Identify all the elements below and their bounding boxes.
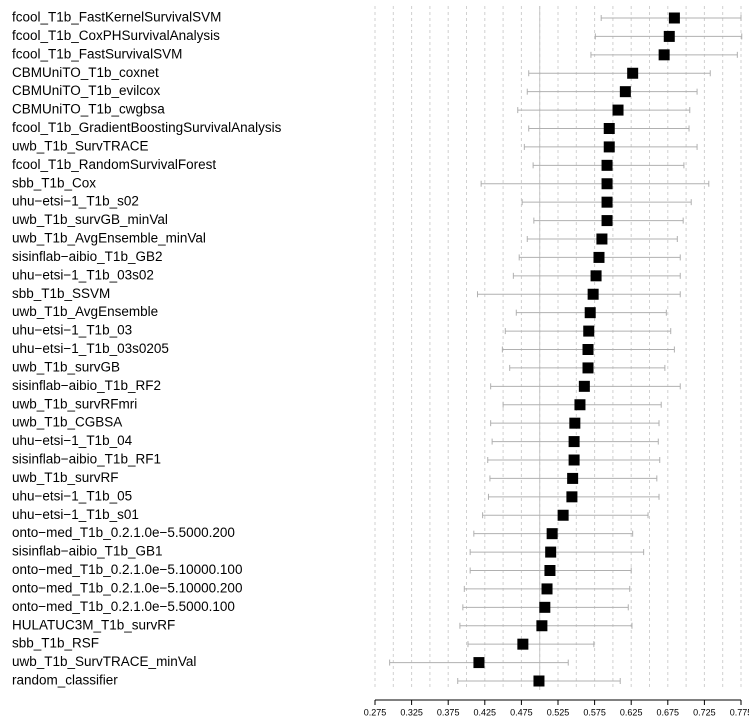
point-estimate bbox=[583, 325, 595, 337]
row-label: uwb_T1b_survGB_minVal bbox=[12, 212, 168, 227]
row-label: sbb_T1b_Cox bbox=[12, 175, 96, 190]
row-label: sbb_T1b_RSF bbox=[12, 636, 99, 651]
point-estimate bbox=[546, 528, 558, 540]
point-estimate bbox=[557, 509, 569, 521]
point-estimate bbox=[658, 49, 670, 61]
row-label: sbb_T1b_SSVM bbox=[12, 286, 110, 301]
row-label: sisinflab−aibio_T1b_GB1 bbox=[12, 544, 162, 559]
x-tick-label: 0.425 bbox=[474, 707, 497, 717]
row-label: fcool_T1b_FastSurvivalSVM bbox=[12, 46, 182, 61]
point-estimate bbox=[601, 215, 613, 227]
point-estimate bbox=[612, 104, 624, 116]
point-estimate bbox=[627, 67, 639, 79]
x-tick-label: 0.325 bbox=[400, 707, 423, 717]
point-estimate bbox=[536, 620, 548, 632]
row-label: uhu−etsi−1_T1b_s01 bbox=[12, 507, 139, 522]
row-label: onto−med_T1b_0.2.1.0e−5.10000.200 bbox=[12, 580, 242, 595]
row-label: random_classifier bbox=[12, 673, 118, 688]
point-estimate bbox=[569, 417, 581, 429]
row-label: fcool_T1b_CoxPHSurvivalAnalysis bbox=[12, 28, 220, 43]
row-label: fcool_T1b_FastKernelSurvivalSVM bbox=[12, 10, 221, 25]
row-label: onto−med_T1b_0.2.1.0e−5.5000.100 bbox=[12, 599, 235, 614]
row-label: sisinflab−aibio_T1b_RF2 bbox=[12, 378, 161, 393]
point-estimate bbox=[590, 270, 602, 282]
row-label: HULATUC3M_T1b_survRF bbox=[12, 617, 175, 632]
row-label: CBMUniTO_T1b_coxnet bbox=[12, 65, 159, 80]
point-estimate bbox=[566, 491, 578, 503]
point-estimate bbox=[619, 86, 631, 98]
row-label: uwb_T1b_CGBSA bbox=[12, 415, 122, 430]
point-estimate bbox=[541, 583, 553, 595]
point-estimate bbox=[663, 30, 675, 42]
point-estimate bbox=[596, 233, 608, 245]
x-tick-label: 0.475 bbox=[510, 707, 533, 717]
row-label: CBMUniTO_T1b_cwgbsa bbox=[12, 102, 165, 117]
point-estimate bbox=[668, 12, 680, 24]
row-label: uwb_T1b_SurvTRACE_minVal bbox=[12, 654, 196, 669]
row-label: sisinflab−aibio_T1b_RF1 bbox=[12, 452, 161, 467]
point-estimate bbox=[517, 638, 529, 650]
row-label: uwb_T1b_AvgEnsemble_minVal bbox=[12, 231, 206, 246]
row-label: uwb_T1b_survRF bbox=[12, 470, 119, 485]
point-estimate bbox=[578, 380, 590, 392]
point-estimate bbox=[533, 675, 545, 687]
row-label: uwb_T1b_AvgEnsemble bbox=[12, 304, 158, 319]
x-tick-label: 0.575 bbox=[583, 707, 606, 717]
x-tick-label: 0.775 bbox=[730, 707, 749, 717]
row-label: onto−med_T1b_0.2.1.0e−5.5000.200 bbox=[12, 525, 235, 540]
row-label: onto−med_T1b_0.2.1.0e−5.10000.100 bbox=[12, 562, 242, 577]
row-label: uwb_T1b_SurvTRACE bbox=[12, 138, 149, 153]
point-estimate bbox=[603, 141, 615, 153]
point-estimate bbox=[567, 472, 579, 484]
row-label: uhu−etsi−1_T1b_s02 bbox=[12, 194, 139, 209]
row-label: uhu−etsi−1_T1b_04 bbox=[12, 433, 133, 448]
point-estimate bbox=[601, 196, 613, 208]
row-label: uwb_T1b_survGB bbox=[12, 359, 120, 374]
point-estimate bbox=[601, 178, 613, 190]
point-estimate bbox=[545, 546, 557, 558]
point-estimate bbox=[593, 251, 605, 263]
row-label: uhu−etsi−1_T1b_03s0205 bbox=[12, 341, 169, 356]
point-estimate bbox=[568, 436, 580, 448]
row-label: sisinflab−aibio_T1b_GB2 bbox=[12, 249, 162, 264]
row-label: CBMUniTO_T1b_evilcox bbox=[12, 83, 161, 98]
row-label: fcool_T1b_GradientBoostingSurvivalAnalys… bbox=[12, 120, 282, 135]
point-estimate bbox=[603, 123, 615, 134]
x-tick-label: 0.375 bbox=[437, 707, 460, 717]
x-tick-label: 0.275 bbox=[364, 707, 387, 717]
point-estimate bbox=[601, 159, 613, 171]
point-estimate bbox=[574, 399, 586, 411]
point-estimate bbox=[473, 657, 485, 669]
row-label: uhu−etsi−1_T1b_05 bbox=[12, 488, 132, 503]
row-label: uwb_T1b_survRFmri bbox=[12, 396, 137, 411]
point-estimate bbox=[582, 344, 594, 355]
x-tick-label: 0.625 bbox=[620, 707, 643, 717]
row-label: fcool_T1b_RandomSurvivalForest bbox=[12, 157, 216, 172]
point-estimate bbox=[584, 307, 596, 319]
point-estimate bbox=[582, 362, 594, 374]
row-label: uhu−etsi−1_T1b_03 bbox=[12, 323, 132, 338]
point-estimate bbox=[587, 288, 599, 300]
point-estimate bbox=[539, 601, 551, 613]
x-tick-label: 0.675 bbox=[657, 707, 680, 717]
x-tick-label: 0.725 bbox=[693, 707, 716, 717]
x-tick-label: 0.525 bbox=[547, 707, 570, 717]
point-estimate bbox=[568, 454, 580, 466]
point-estimate bbox=[544, 565, 556, 576]
row-label: uhu−etsi−1_T1b_03s02 bbox=[12, 267, 154, 282]
